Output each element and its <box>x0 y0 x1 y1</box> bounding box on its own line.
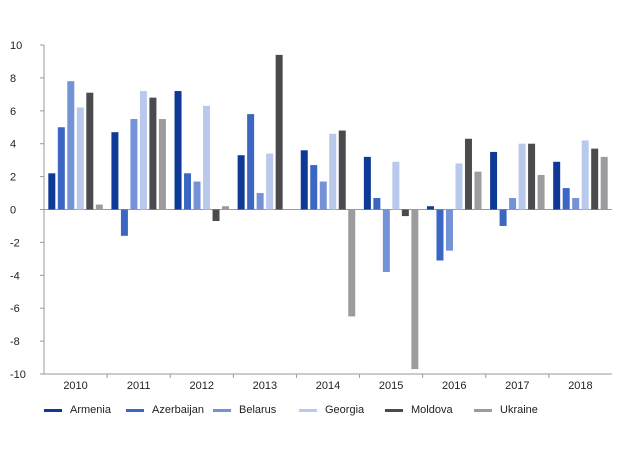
bar-azerbaijan-2016 <box>436 209 444 261</box>
bar-belarus-2011 <box>130 119 138 210</box>
legend-item-belarus: Belarus <box>213 404 299 416</box>
bar-azerbaijan-2012 <box>184 173 192 210</box>
bar-belarus-2017 <box>509 197 517 210</box>
bar-belarus-2016 <box>445 209 453 251</box>
y-tick-label: -8 <box>10 336 20 348</box>
bar-armenia-2015 <box>363 156 371 210</box>
x-tick-label: 2013 <box>253 380 277 392</box>
bar-ukraine-2010 <box>95 204 103 210</box>
legend-label: Georgia <box>325 404 365 416</box>
y-tick-label: 10 <box>10 40 22 52</box>
bar-georgia-2017 <box>518 143 526 210</box>
bar-moldova-2012 <box>212 209 220 222</box>
legend-label: Moldova <box>411 404 453 416</box>
legend-item-ukraine: Ukraine <box>474 404 564 416</box>
legend-swatch <box>126 408 144 412</box>
bar-azerbaijan-2017 <box>499 209 507 226</box>
bar-ukraine-2016 <box>474 171 482 210</box>
bar-armenia-2012 <box>174 91 182 210</box>
bar-armenia-2018 <box>553 161 561 210</box>
legend-item-georgia: Georgia <box>299 404 385 416</box>
bar-georgia-2014 <box>329 133 337 210</box>
y-tick-label: 2 <box>10 172 16 184</box>
legend-label: Belarus <box>239 404 277 416</box>
bar-moldova-2017 <box>528 143 536 210</box>
legend-swatch <box>299 408 317 412</box>
bar-belarus-2014 <box>319 181 327 210</box>
bar-azerbaijan-2011 <box>120 209 128 236</box>
y-tick-label: -2 <box>10 237 20 249</box>
x-tick-label: 2011 <box>127 380 151 392</box>
bar-ukraine-2011 <box>158 119 166 210</box>
y-tick-label: -6 <box>10 303 20 315</box>
bars <box>48 54 608 370</box>
bar-belarus-2010 <box>67 81 75 210</box>
y-tick-label: -4 <box>10 270 20 282</box>
bar-azerbaijan-2015 <box>373 197 381 210</box>
legend: Armenia Azerbaijan Belarus Georgia Moldova Uk… <box>44 404 564 416</box>
bar-azerbaijan-2018 <box>562 188 570 210</box>
legend-swatch <box>213 408 231 412</box>
bar-georgia-2013 <box>266 153 274 210</box>
y-tick-label: 0 <box>10 205 16 217</box>
bar-armenia-2016 <box>426 206 434 210</box>
legend-item-armenia: Armenia <box>44 404 126 416</box>
legend-label: Ukraine <box>500 404 538 416</box>
bar-armenia-2014 <box>300 150 308 210</box>
bar-georgia-2012 <box>203 105 211 210</box>
bar-georgia-2011 <box>139 91 147 210</box>
y-tick-label: 8 <box>10 73 16 85</box>
x-tick-label: 2012 <box>190 380 214 392</box>
x-tick-label: 2016 <box>442 380 466 392</box>
y-tick-label: -10 <box>10 369 26 381</box>
x-axis: 2010 2011 2012 2013 2014 2015 2016 2017 2018 <box>44 209 612 392</box>
bar-ukraine-2014 <box>348 209 356 317</box>
x-tick-label: 2017 <box>505 380 529 392</box>
legend-item-moldova: Moldova <box>385 404 474 416</box>
legend-swatch <box>44 408 62 412</box>
bar-moldova-2013 <box>275 54 283 210</box>
bar-armenia-2013 <box>237 155 245 210</box>
bar-georgia-2010 <box>76 107 84 210</box>
bar-ukraine-2012 <box>222 206 230 210</box>
bar-moldova-2011 <box>149 97 157 210</box>
y-tick-label: 6 <box>10 106 16 118</box>
y-axis: 10 8 6 4 2 0 -2 -4 -6 -8 -10 <box>10 40 45 381</box>
bar-armenia-2010 <box>48 173 56 210</box>
bar-ukraine-2018 <box>600 156 608 210</box>
bar-belarus-2013 <box>256 193 264 210</box>
legend-swatch <box>385 408 403 412</box>
x-tick-label: 2010 <box>63 380 87 392</box>
bar-moldova-2015 <box>401 209 409 217</box>
legend-label: Azerbaijan <box>152 404 204 416</box>
bar-belarus-2018 <box>572 197 580 210</box>
bar-georgia-2018 <box>581 140 589 210</box>
bar-ukraine-2015 <box>411 209 419 370</box>
x-tick-label: 2015 <box>379 380 403 392</box>
y-tick-label: 4 <box>10 139 16 151</box>
bar-armenia-2011 <box>111 132 119 210</box>
x-tick-label: 2018 <box>568 380 592 392</box>
bar-moldova-2016 <box>464 138 472 210</box>
bar-moldova-2018 <box>591 148 599 210</box>
legend-swatch <box>474 408 492 412</box>
bar-ukraine-2017 <box>537 174 545 210</box>
bar-georgia-2016 <box>455 163 463 210</box>
bar-georgia-2015 <box>392 161 400 210</box>
legend-item-azerbaijan: Azerbaijan <box>126 404 213 416</box>
bar-azerbaijan-2014 <box>310 165 318 210</box>
x-tick-label: 2014 <box>316 380 340 392</box>
bar-azerbaijan-2013 <box>247 114 255 210</box>
bar-armenia-2017 <box>490 151 498 210</box>
bar-moldova-2014 <box>338 130 346 210</box>
bar-moldova-2010 <box>86 92 94 210</box>
legend-label: Armenia <box>70 404 111 416</box>
bar-belarus-2012 <box>193 181 201 210</box>
bar-azerbaijan-2010 <box>57 127 65 210</box>
bar-belarus-2015 <box>382 209 390 273</box>
